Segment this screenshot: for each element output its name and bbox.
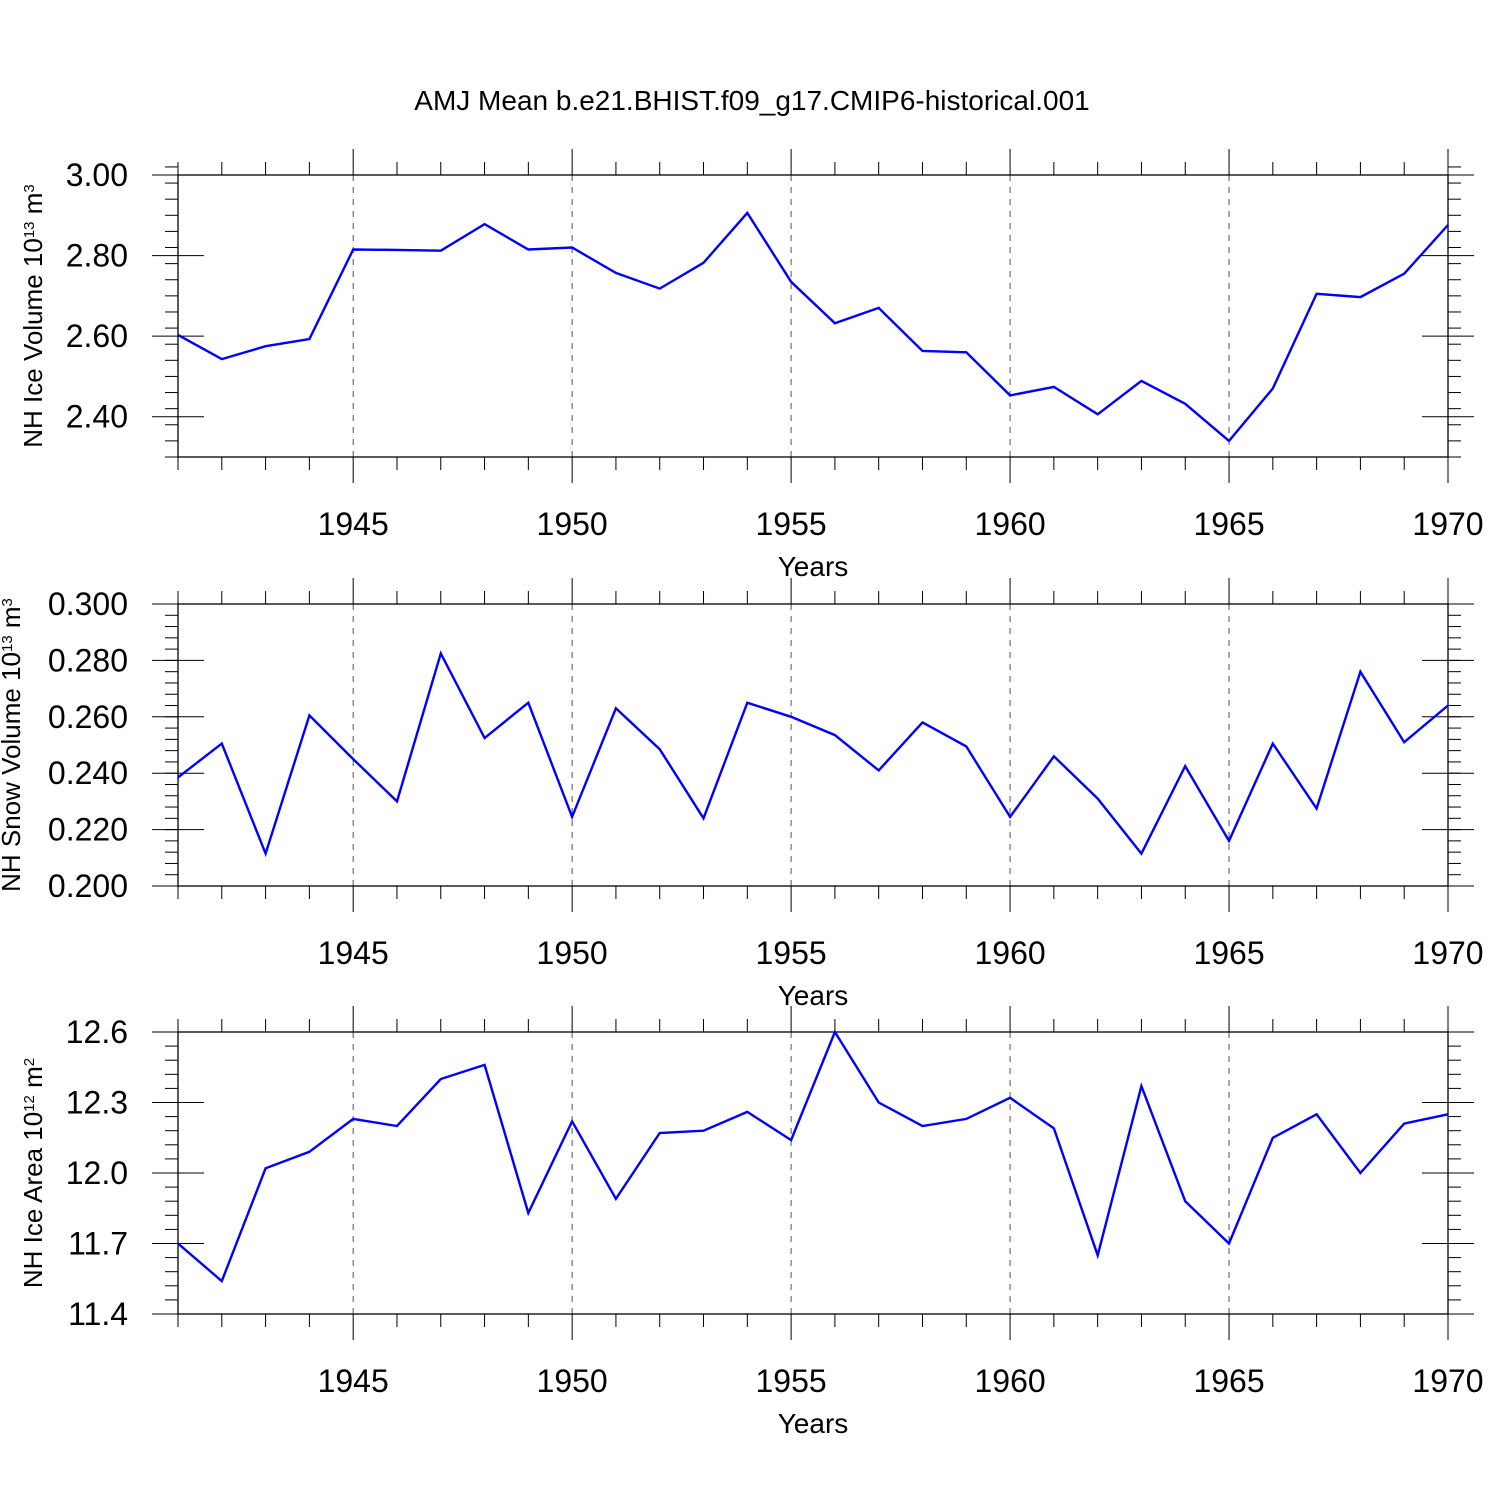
x-tick-label: 1945 bbox=[318, 506, 389, 542]
y-axis-label: NH Ice Area 1012 m2 bbox=[18, 1058, 48, 1288]
panel-snow-volume: 0.300 0.280 0.260 0.240 0.220 0.200 1945 1950 19… bbox=[0, 578, 1484, 1011]
y-axis-label-unit: m bbox=[0, 606, 26, 635]
series-line-snow-volume bbox=[177, 650, 1449, 858]
y-axis-label-prefix: NH Ice Volume 10 bbox=[18, 238, 48, 448]
panel-ice-area: 12.6 12.3 12.0 11.7 11.4 1945 1950 1955 1960 1965… bbox=[18, 1006, 1484, 1439]
y-axis-label: NH Ice Volume 1013 m3 bbox=[18, 184, 48, 447]
y-axis-label-exp: 12 bbox=[21, 1095, 38, 1112]
y-tick-label: 0.300 bbox=[48, 586, 128, 622]
x-tick-label: 1950 bbox=[537, 935, 608, 971]
y-axis-label-unit-exp: 3 bbox=[0, 598, 16, 606]
x-axis-label: Years bbox=[778, 551, 849, 582]
x-tick-label: 1960 bbox=[974, 1363, 1045, 1399]
y-tick-label: 0.200 bbox=[48, 868, 128, 904]
y-tick-label: 0.260 bbox=[48, 699, 128, 735]
x-tick-label: 1945 bbox=[318, 935, 389, 971]
x-axis-label: Years bbox=[778, 980, 849, 1011]
x-tick-label: 1960 bbox=[974, 506, 1045, 542]
y-tick-label: 2.80 bbox=[66, 238, 128, 274]
y-tick-label: 0.240 bbox=[48, 755, 128, 791]
y-axis-label-unit-exp: 2 bbox=[21, 1058, 38, 1066]
x-tick-label: 1970 bbox=[1412, 935, 1483, 971]
y-tick-label: 12.3 bbox=[66, 1085, 128, 1121]
y-axis-label-unit-exp: 3 bbox=[21, 184, 38, 192]
x-tick-label: 1960 bbox=[974, 935, 1045, 971]
x-tick-label: 1950 bbox=[537, 506, 608, 542]
y-tick-label: 2.40 bbox=[66, 399, 128, 435]
y-tick-label: 0.220 bbox=[48, 812, 128, 848]
y-tick-label: 12.6 bbox=[66, 1014, 128, 1050]
y-axis-label-prefix: NH Snow Volume 10 bbox=[0, 652, 26, 892]
x-tick-label: 1950 bbox=[537, 1363, 608, 1399]
x-tick-label: 1955 bbox=[756, 506, 827, 542]
series-line-ice-volume bbox=[177, 210, 1449, 443]
x-tick-label: 1955 bbox=[756, 1363, 827, 1399]
x-tick-label: 1970 bbox=[1412, 1363, 1483, 1399]
y-tick-label: 12.0 bbox=[66, 1155, 128, 1191]
x-tick-label: 1955 bbox=[756, 935, 827, 971]
x-tick-label: 1965 bbox=[1193, 1363, 1264, 1399]
y-axis-label-unit: m bbox=[18, 193, 48, 222]
plot-frame bbox=[177, 174, 1449, 458]
plot-frame bbox=[177, 603, 1449, 887]
x-tick-label: 1965 bbox=[1193, 506, 1264, 542]
y-axis-label: NH Snow Volume 1013 m3 bbox=[0, 598, 26, 892]
y-axis-label-unit: m bbox=[18, 1066, 48, 1095]
x-tick-label: 1970 bbox=[1412, 506, 1483, 542]
chart-title: AMJ Mean b.e21.BHIST.f09_g17.CMIP6-histo… bbox=[414, 85, 1089, 116]
y-tick-label: 3.00 bbox=[66, 157, 128, 193]
series-line-ice-area bbox=[177, 1029, 1449, 1284]
panel-ice-volume: 3.00 2.80 2.60 2.40 1945 1950 1955 1960 1965 1970… bbox=[18, 149, 1484, 582]
y-tick-label: 11.4 bbox=[68, 1296, 128, 1332]
x-tick-label: 1945 bbox=[318, 1363, 389, 1399]
y-axis-label-exp: 13 bbox=[0, 635, 16, 652]
x-axis-label: Years bbox=[778, 1408, 849, 1439]
y-tick-label: 0.280 bbox=[48, 642, 128, 678]
x-tick-label: 1965 bbox=[1193, 935, 1264, 971]
y-axis-label-exp: 13 bbox=[21, 221, 38, 238]
y-tick-label: 2.60 bbox=[66, 318, 128, 354]
y-tick-label: 11.7 bbox=[68, 1226, 128, 1262]
y-axis-label-prefix: NH Ice Area 10 bbox=[18, 1112, 48, 1288]
